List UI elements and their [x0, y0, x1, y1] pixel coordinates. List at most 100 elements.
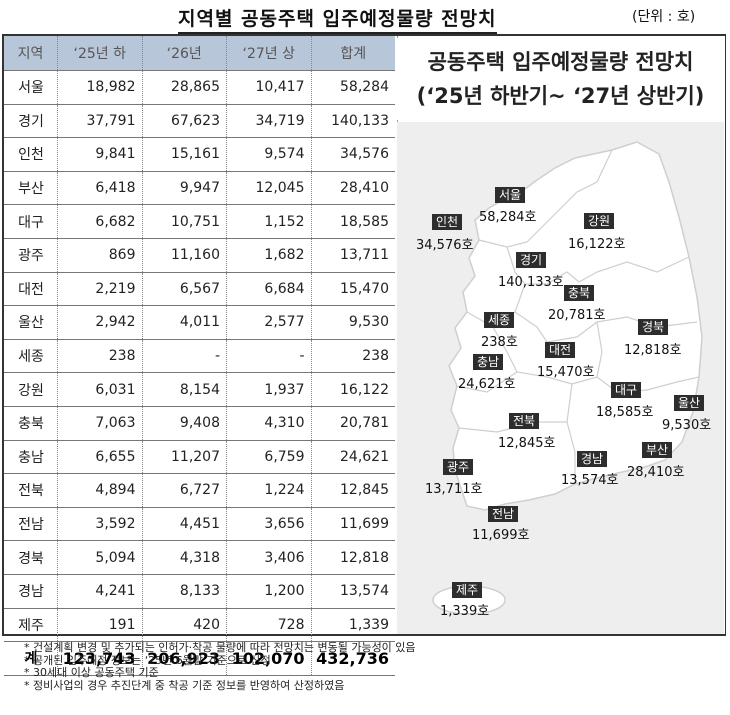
- cell-total: 58,284: [311, 70, 395, 105]
- cell-total: 9,530: [311, 305, 395, 340]
- map-tag-seoul: 서울: [495, 187, 526, 203]
- cell-2025h2: 2,942: [57, 305, 143, 340]
- table-header-row: 지역 ‘25년 하 ‘26년 ‘27년 상 합계: [4, 36, 395, 71]
- table-row: 세종 238- -238: [4, 339, 395, 374]
- cell-2027h1: 4,310: [226, 406, 312, 441]
- map-value-busan: 28,410호: [627, 465, 685, 480]
- cell-2027h1: -: [226, 339, 312, 374]
- map-value-seoul: 58,284호: [479, 210, 537, 225]
- map-value-chungnam: 24,621호: [458, 377, 516, 392]
- cell-total: 13,711: [311, 238, 395, 273]
- cell-2025h2: 6,418: [57, 171, 143, 206]
- cell-2025h2: 238: [57, 339, 143, 374]
- cell-region: 부산: [4, 171, 58, 206]
- cell-2025h2: 3,592: [57, 507, 143, 542]
- map-tag-gangwon: 강원: [584, 213, 615, 229]
- map-value-ulsan: 9,530호: [662, 418, 712, 433]
- cell-total: 20,781: [311, 406, 395, 441]
- footnote: 건설계획 변경 및 추가되는 인허가·착공 물량에 따라 전망치는 변동될 가능…: [24, 641, 416, 655]
- map-tag-daegu: 대구: [611, 382, 642, 398]
- table-row: 광주 869 11,160 1,682 13,711: [4, 238, 395, 273]
- table-row: 제주 191 420 728 1,339: [4, 608, 395, 643]
- cell-2025h2: 6,655: [57, 440, 143, 475]
- cell-2027h1: 9,574: [226, 137, 312, 172]
- cell-2026: 4,011: [142, 305, 227, 340]
- cell-total: 13,574: [311, 574, 395, 609]
- table-row: 울산 2,942 4,011 2,577 9,530: [4, 305, 395, 340]
- cell-total: 12,818: [311, 540, 395, 575]
- cell-total: 1,339: [311, 608, 395, 643]
- cell-region: 울산: [4, 305, 58, 340]
- cell-2026: 9,947: [142, 171, 227, 206]
- cell-2027h1: 6,759: [226, 440, 312, 475]
- map-value-jeonbuk: 12,845호: [498, 436, 556, 451]
- cell-2025h2: 9,841: [57, 137, 143, 172]
- cell-total: 28,410: [311, 171, 395, 206]
- cell-region: 강원: [4, 372, 58, 407]
- cell-2026: -: [142, 339, 227, 374]
- cell-region: 세종: [4, 339, 58, 374]
- map-tag-chungbuk: 충북: [564, 285, 595, 301]
- cell-2026: 4,318: [142, 540, 227, 575]
- cell-2027h1: 12,045: [226, 171, 312, 206]
- table-row: 충남 6,655 11,207 6,759 24,621: [4, 440, 395, 475]
- map-value-jeju: 1,339호: [440, 604, 490, 619]
- cell-2027h1: 1,937: [226, 372, 312, 407]
- column-header-total: 합계: [311, 36, 395, 71]
- cell-2026: 420: [142, 608, 227, 643]
- cell-2026: 6,567: [142, 272, 227, 307]
- cell-2025h2: 4,894: [57, 473, 143, 508]
- map-value-jeonnam: 11,699호: [472, 528, 530, 543]
- table-row: 부산 6,418 9,947 12,045 28,410: [4, 171, 395, 206]
- map-tag-jeju: 제주: [452, 582, 483, 598]
- cell-2026: 11,207: [142, 440, 227, 475]
- cell-2026: 8,154: [142, 372, 227, 407]
- cell-region: 서울: [4, 70, 58, 105]
- column-header-2027h1: ‘27년 상: [226, 36, 312, 71]
- footnote: 공개된 입주예정 정보는 ‘25년 6월말 기준으로 산정: [24, 654, 416, 668]
- cell-2027h1: 10,417: [226, 70, 312, 105]
- cell-region: 광주: [4, 238, 58, 273]
- cell-total: 12,845: [311, 473, 395, 508]
- cell-total: 34,576: [311, 137, 395, 172]
- cell-2025h2: 2,219: [57, 272, 143, 307]
- cell-2027h1: 1,224: [226, 473, 312, 508]
- cell-2027h1: 1,682: [226, 238, 312, 273]
- cell-2025h2: 191: [57, 608, 143, 643]
- cell-2025h2: 5,094: [57, 540, 143, 575]
- cell-2026: 15,161: [142, 137, 227, 172]
- cell-2025h2: 18,982: [57, 70, 143, 105]
- cell-2025h2: 7,063: [57, 406, 143, 441]
- map-tag-gyeonggi: 경기: [516, 252, 547, 268]
- map-value-daegu: 18,585호: [596, 405, 654, 420]
- cell-2027h1: 728: [226, 608, 312, 643]
- map-tag-daejeon: 대전: [545, 342, 576, 358]
- cell-2026: 67,623: [142, 104, 227, 139]
- map-title-line2: (‘25년 하반기~ ‘27년 상반기): [416, 84, 705, 108]
- page-title: 지역별 공동주택 입주예정물량 전망치: [178, 4, 497, 34]
- cell-total: 24,621: [311, 440, 395, 475]
- cell-2027h1: 2,577: [226, 305, 312, 340]
- table-row: 경기 37,791 67,623 34,719 140,133: [4, 104, 395, 139]
- unit-label: (단위 : 호): [632, 9, 696, 25]
- cell-2027h1: 1,200: [226, 574, 312, 609]
- cell-2027h1: 1,152: [226, 204, 312, 239]
- table-row: 대구 6,682 10,751 1,152 18,585: [4, 204, 395, 239]
- cell-total: 11,699: [311, 507, 395, 542]
- cell-region: 경북: [4, 540, 58, 575]
- column-header-region: 지역: [4, 36, 58, 71]
- column-header-2025h2: ‘25년 하: [57, 36, 143, 71]
- cell-total: 238: [311, 339, 395, 374]
- housing-supply-table: 지역 ‘25년 하 ‘26년 ‘27년 상 합계 서울 18,982 28,865 1…: [4, 36, 395, 676]
- map-value-daejeon: 15,470호: [537, 365, 595, 380]
- cell-2026: 10,751: [142, 204, 227, 239]
- cell-region: 제주: [4, 608, 58, 643]
- table-row: 충북 7,063 9,408 4,310 20,781: [4, 406, 395, 441]
- map-value-sejong: 238호: [481, 335, 518, 350]
- cell-2026: 6,727: [142, 473, 227, 508]
- cell-2025h2: 6,031: [57, 372, 143, 407]
- map-value-gyeonggi: 140,133호: [498, 275, 564, 290]
- cell-2026: 11,160: [142, 238, 227, 273]
- cell-region: 충북: [4, 406, 58, 441]
- map-tag-gyeongnam: 경남: [577, 451, 608, 467]
